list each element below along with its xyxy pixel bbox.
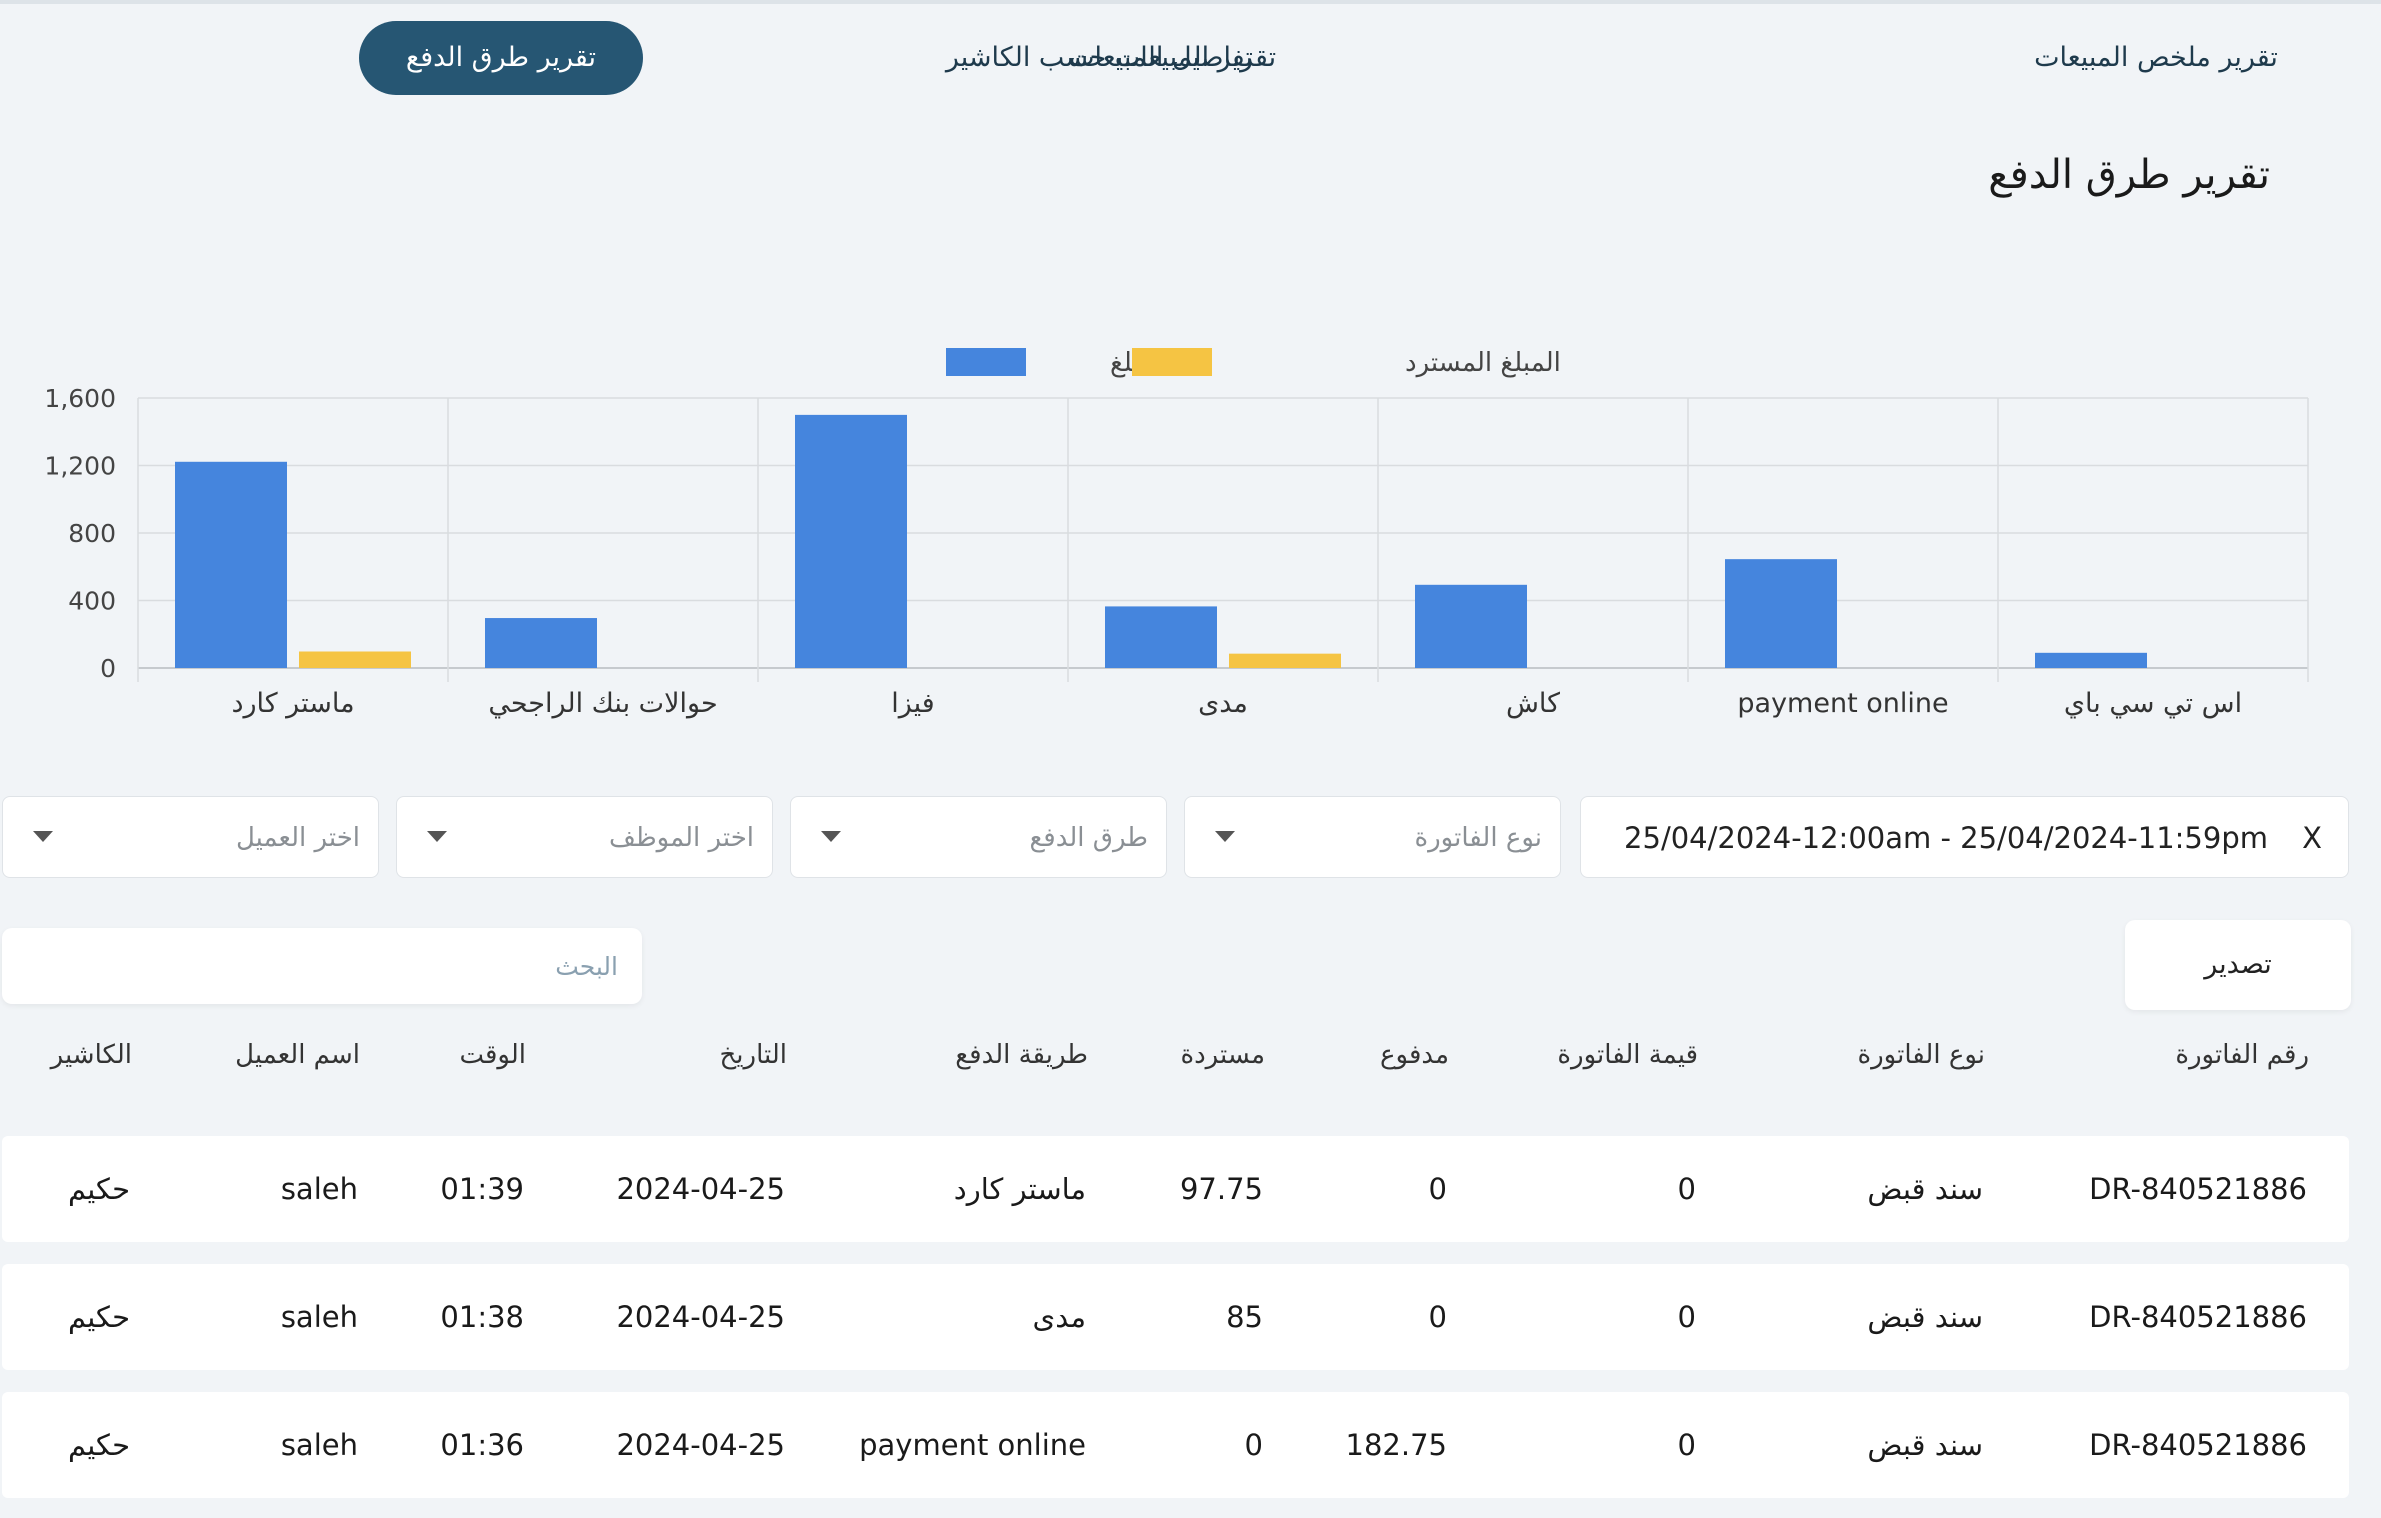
x-tick-label: اس تي سي باي: [2064, 688, 2242, 719]
col-time: الوقت: [459, 1040, 526, 1070]
table-cell: 01:36: [440, 1428, 524, 1462]
invoice-type-placeholder: نوع الفاتورة: [1414, 823, 1542, 853]
table-cell: مدى: [1032, 1300, 1086, 1334]
payment-method-placeholder: طرق الدفع: [1029, 823, 1148, 853]
x-tick-label: ماستر كارد: [231, 688, 354, 719]
tab-sales-details[interactable]: تفاصيل المبيعات: [1069, 42, 1253, 73]
payment-methods-chart: 0 400 800 1,200 1,600 ماستر كارد حوالات بنك ال…: [0, 320, 2381, 740]
col-refunded: مستردة: [1180, 1040, 1265, 1070]
export-button[interactable]: تصدير: [2125, 920, 2351, 1010]
bar-amount: [1725, 559, 1837, 668]
table-cell: سند قبض: [1867, 1300, 1983, 1334]
table-cell: saleh: [280, 1300, 358, 1334]
bar-amount: [2035, 652, 2147, 668]
table-row[interactable]: DR-840521886 سند قبض 0 182.75 0 payment onlin…: [2, 1392, 2349, 1498]
bar-amount: [175, 461, 287, 668]
col-cashier: الكاشير: [50, 1040, 132, 1070]
bar-amount: [485, 618, 597, 668]
table-cell: saleh: [280, 1428, 358, 1462]
table-cell: حكيم: [68, 1428, 130, 1462]
table-header: رقم الفاتورة نوع الفاتورة قيمة الفاتورة …: [0, 1040, 2381, 1090]
y-tick-label: 1,200: [44, 452, 116, 481]
col-invoice-number: رقم الفاتورة: [2175, 1040, 2309, 1070]
x-tick-label: فيزا: [891, 688, 934, 719]
y-tick-label: 400: [68, 587, 116, 616]
invoice-type-select[interactable]: نوع الفاتورة: [1184, 796, 1561, 878]
bar-amount: [795, 414, 907, 668]
tab-sales-summary[interactable]: تقرير ملخص المبيعات: [2034, 42, 2278, 73]
table-cell: 0: [1677, 1172, 1696, 1206]
x-tick-label: payment online: [1737, 688, 1948, 719]
chevron-down-icon: [33, 831, 53, 842]
y-tick-label: 800: [68, 519, 116, 548]
tab-sales-by-cashier[interactable]: تقرير المبيعات حسب الكاشير: [945, 42, 1277, 73]
table-cell: DR-840521886: [2089, 1172, 2307, 1206]
x-tick-label: مدى: [1198, 688, 1248, 719]
table-cell: سند قبض: [1867, 1172, 1983, 1206]
col-invoice-value: قيمة الفاتورة: [1557, 1040, 1698, 1070]
customer-select[interactable]: اختر العميل: [2, 796, 379, 878]
clear-date-button[interactable]: X: [2302, 821, 2322, 855]
report-tabs: تقرير ملخص المبيعات تفاصيل المبيعات تقري…: [0, 18, 2381, 98]
bar-refunded: [299, 651, 411, 668]
y-tick-label: 0: [100, 654, 116, 683]
top-divider: [0, 0, 2381, 4]
table-row[interactable]: DR-840521886 سند قبض 0 0 85 مدى 2024-04-25 01:3…: [2, 1264, 2349, 1370]
col-invoice-type: نوع الفاتورة: [1857, 1040, 1985, 1070]
bar-refunded: [1229, 653, 1341, 668]
table-cell: 97.75: [1179, 1172, 1263, 1206]
bar-amount: [1105, 606, 1217, 668]
customer-placeholder: اختر العميل: [235, 823, 360, 853]
payment-method-select[interactable]: طرق الدفع: [790, 796, 1167, 878]
table-cell: حكيم: [68, 1300, 130, 1334]
table-cell: 01:38: [440, 1300, 524, 1334]
bar-amount: [1415, 584, 1527, 668]
search-input[interactable]: [2, 928, 642, 1004]
table-row[interactable]: DR-840521886 سند قبض 0 0 97.75 ماستر كارد 2024…: [2, 1136, 2349, 1242]
table-cell: DR-840521886: [2089, 1428, 2307, 1462]
table-cell: 2024-04-25: [616, 1172, 785, 1206]
chevron-down-icon: [1215, 831, 1235, 842]
table-cell: 0: [1677, 1428, 1696, 1462]
col-customer-name: اسم العميل: [235, 1040, 360, 1070]
table-cell: 0: [1244, 1428, 1263, 1462]
employee-placeholder: اختر الموظف: [609, 823, 754, 853]
date-range-filter[interactable]: X 25/04/2024-12:00am - 25/04/2024-11:59p…: [1580, 796, 2349, 878]
table-cell: 2024-04-25: [616, 1428, 785, 1462]
col-date: التاريخ: [719, 1040, 788, 1070]
table-cell: 2024-04-25: [616, 1300, 785, 1334]
table-cell: 85: [1226, 1300, 1263, 1334]
tab-payment-methods[interactable]: تقرير طرق الدفع: [359, 21, 643, 95]
legend-swatch-amount: [946, 348, 1026, 376]
table-cell: 01:39: [440, 1172, 524, 1206]
table-cell: حكيم: [68, 1172, 130, 1206]
chevron-down-icon: [821, 831, 841, 842]
employee-select[interactable]: اختر الموظف: [396, 796, 773, 878]
col-payment-method: طريقة الدفع: [955, 1040, 1088, 1070]
chart-svg: 0 400 800 1,200 1,600 ماستر كارد حوالات بنك ال…: [44, 348, 2309, 719]
search-box: [2, 928, 642, 1004]
x-tick-label: كاش: [1506, 688, 1560, 719]
legend-swatch-refunded: [1132, 348, 1212, 376]
date-range-value: 25/04/2024-12:00am - 25/04/2024-11:59pm: [1624, 821, 2268, 855]
table-cell: ماستر كارد: [953, 1172, 1086, 1206]
y-tick-label: 1,600: [44, 384, 116, 413]
x-tick-label: حوالات بنك الراجحي: [488, 688, 717, 719]
col-paid: مدفوع: [1380, 1040, 1449, 1070]
table-cell: 0: [1428, 1172, 1447, 1206]
table-cell: 0: [1428, 1300, 1447, 1334]
legend-label-refunded: المبلغ المسترد: [1405, 348, 1561, 378]
table-cell: payment online: [859, 1428, 1086, 1462]
table-cell: saleh: [280, 1172, 358, 1206]
table-cell: سند قبض: [1867, 1428, 1983, 1462]
table-cell: 0: [1677, 1300, 1696, 1334]
page-title: تقرير طرق الدفع: [1988, 152, 2270, 198]
table-cell: 182.75: [1345, 1428, 1447, 1462]
chevron-down-icon: [427, 831, 447, 842]
table-cell: DR-840521886: [2089, 1300, 2307, 1334]
